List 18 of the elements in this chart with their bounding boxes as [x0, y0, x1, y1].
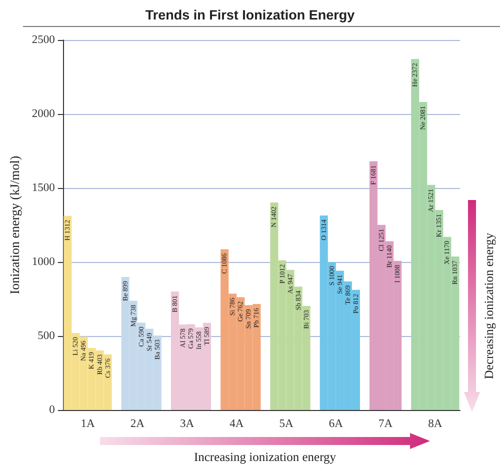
x-tick-label: 2A [130, 418, 146, 430]
y-tick-label: 2500 [32, 34, 56, 46]
x-tick-label: 8A [428, 418, 443, 430]
y-tick-label: 1500 [32, 182, 56, 194]
y-tick-label: 500 [38, 330, 56, 342]
y-tick-label: 0 [49, 404, 56, 416]
x-tick-label: 1A [80, 418, 96, 430]
x-tick-label: 5A [279, 418, 294, 430]
text: Decreasing ionization energy [482, 232, 497, 380]
x-tick-label: 4A [230, 418, 244, 430]
y-axis-title: Ionization energy (kJ/mol) [7, 156, 22, 294]
chart-title: Trends in First Ionization Energy [145, 8, 356, 22]
x-tick-label: 6A [328, 418, 344, 430]
x-tick-label: 7A [378, 418, 394, 430]
text: Increasing ionization energy [194, 450, 336, 465]
x-tick-label: 3A [180, 418, 195, 430]
y-tick-label: 2000 [32, 108, 56, 120]
y-tick-label: 1000 [32, 256, 56, 268]
